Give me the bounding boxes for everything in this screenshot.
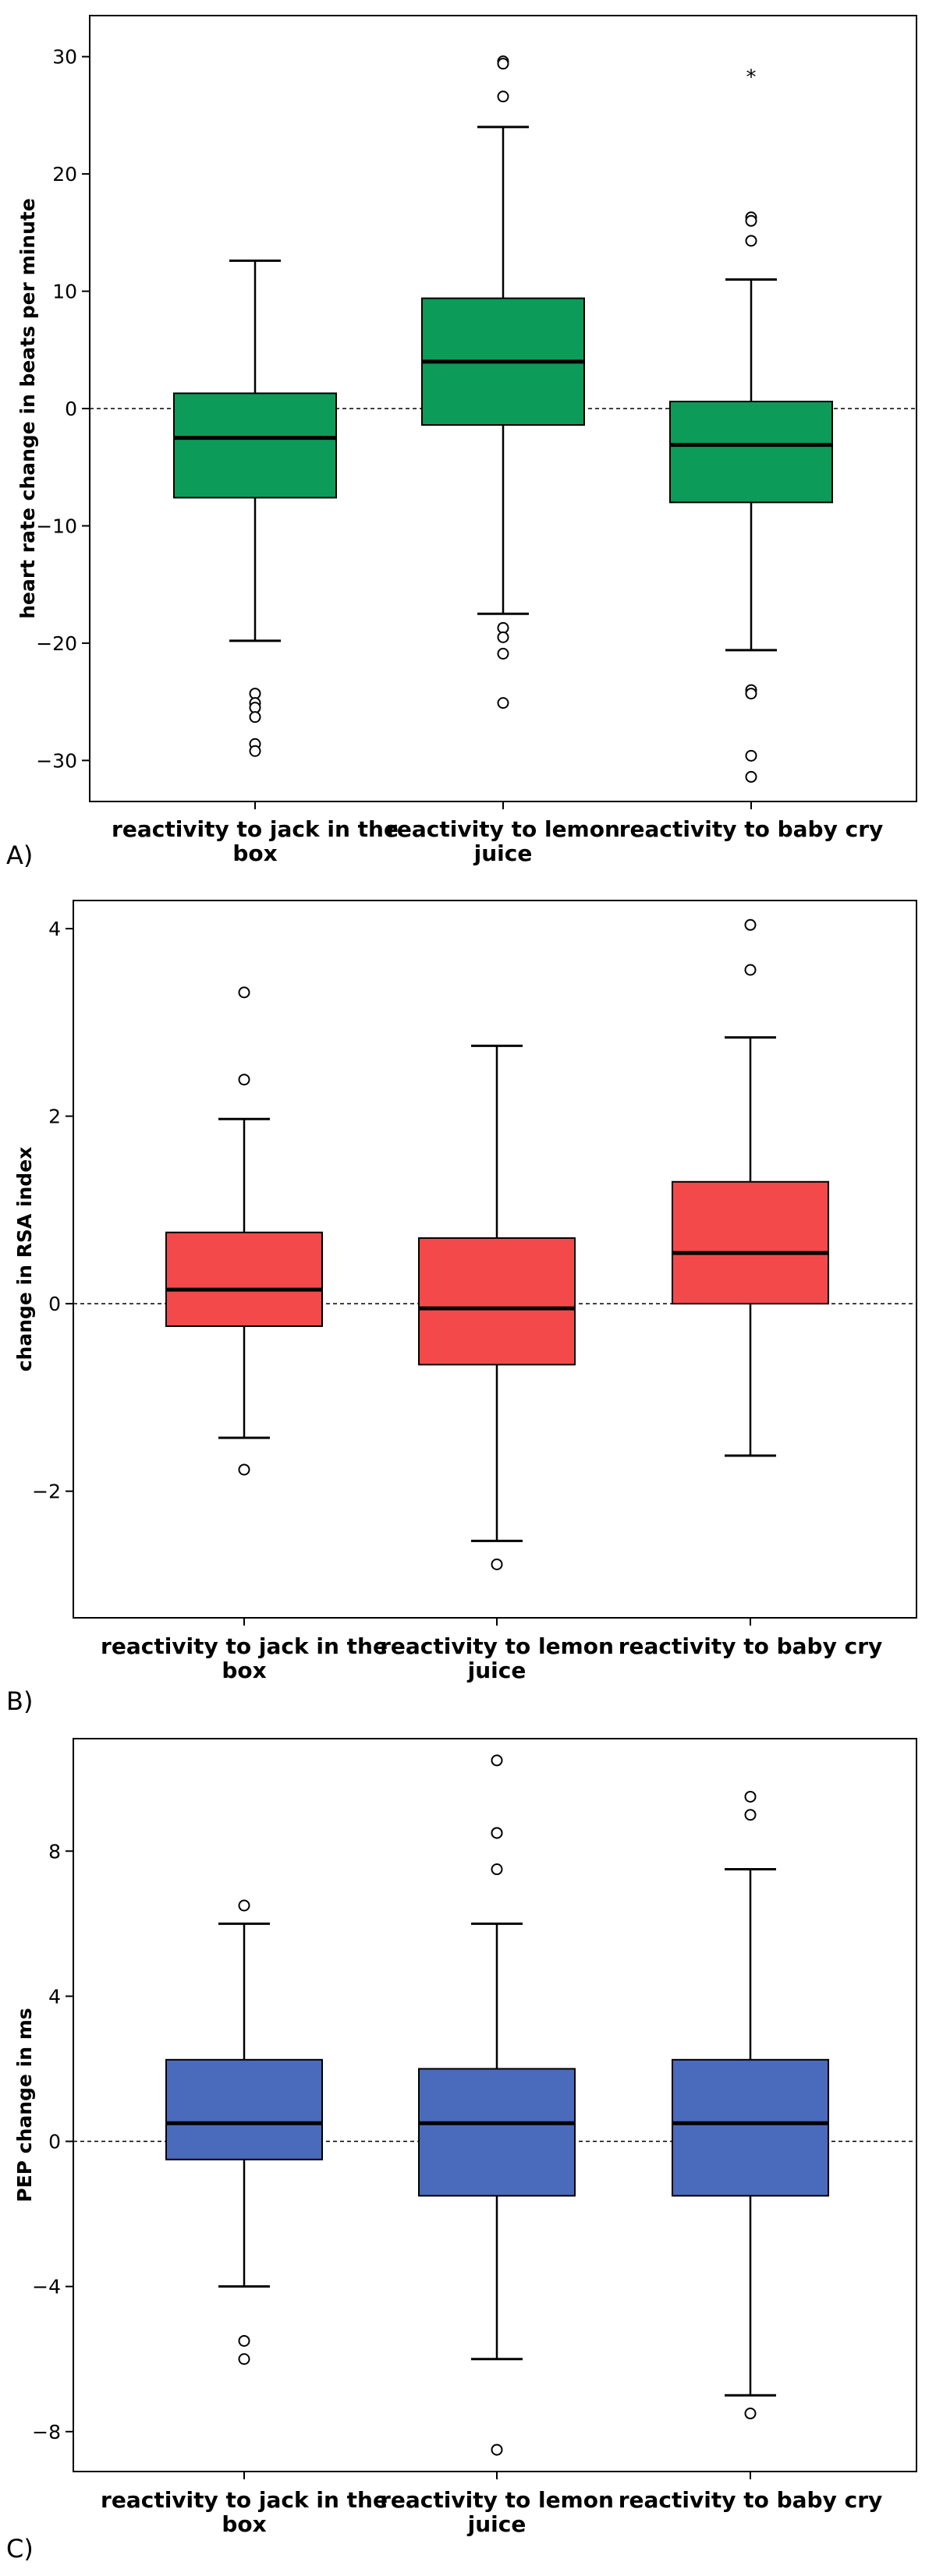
panel-b-box-3-outlier [744,964,757,976]
panel-a-y-tick-label: 10 [52,281,77,303]
panel-a-box-1-outlier [249,745,261,757]
panel-a-box-3-iqr [669,400,833,504]
panel-a-x-label-1-line1: reactivity to jack in the [112,816,399,842]
panel-a-box-2-outlier [497,90,509,103]
panel-b-box-3-iqr [672,1180,829,1305]
panel-c-box-2-outlier [491,1863,503,1876]
panel-c-y-tick-label: −4 [32,2276,61,2298]
panel-b-box-1-iqr [165,1231,323,1327]
panel-a-box-3-outlier [745,688,757,700]
panel-a-box-3-outlier [745,749,757,762]
panel-c-box-3-outlier [744,1790,757,1803]
panel-c-x-label-1-line1: reactivity to jack in the [101,2487,388,2513]
panel-b-x-label-2-line1: reactivity to lemon [380,1633,614,1659]
panel-a-box-3-outlier [745,770,757,783]
panel-a-boxes: * [173,55,833,809]
panel-b-boxes [165,918,829,1626]
panel-c-box-2-outlier [491,2443,503,2456]
panel-b-box-3-outlier [744,918,757,931]
panel-a-box-1-outlier [249,711,261,724]
panel-a-box-3-extreme-value: * [746,66,757,90]
panel-a-x-label-3-line1: reactivity to baby cry [619,816,884,842]
panel-a-y-tick-label: 20 [52,163,77,186]
panel-a-y-tick-label: −20 [36,632,77,655]
panel-a-x-label-2-line2: juice [473,840,533,866]
panel-c-box-1-outlier [238,2353,250,2365]
panel-c-box-2-iqr [418,2068,576,2197]
panel-c-x-label-2-line1: reactivity to lemon [380,2487,614,2513]
panel-b-box-2 [418,1044,576,1626]
panel-c-box-2-outlier [491,1827,503,1839]
panel-a-box-2-outlier [497,58,509,70]
panel-c-x-labels: reactivity to jack in the box reactivity… [101,2487,882,2537]
panel-c-box-3-outlier [744,1809,757,1821]
panel-a-y-tick-label: 0 [65,398,77,420]
panel-a-y-tick-label: −30 [36,749,77,772]
panel-a-x-label-1-line2: box [232,840,277,866]
panel-a-box-2 [421,55,585,809]
panel-c-box-3-outlier [744,2408,757,2420]
panel-a-y-tick-label: 30 [52,46,77,69]
panel-c-box-3 [672,1790,829,2479]
panel-c-box-3-iqr [672,2058,829,2197]
panel-c-box-1-iqr [165,2058,323,2160]
panel-c-y-tick-label: 0 [48,2131,61,2153]
panel-c-box-1-outlier [238,2334,250,2347]
panel-a-box-3: * [669,66,833,809]
panel-b-y-tick-label: 0 [48,1293,61,1315]
panel-a-box-3-outlier [745,214,757,227]
panel-c-box-1 [165,1899,323,2479]
panel-c-x-label-3-line1: reactivity to baby cry [619,2487,883,2513]
panel-b-y-tick-label: 2 [48,1106,61,1128]
panel-a-y-tick-label: −10 [36,515,77,537]
panel-b-y-tick-label: −2 [32,1481,61,1503]
panel-a-box-2-outlier [497,631,509,643]
panel-c-y-axis-label: PEP change in ms [13,2008,36,2202]
panel-c-x-label-1-line2: box [222,2511,266,2537]
panel-a-box-2-outlier [497,697,509,709]
panel-c-y-ticks: 8 4 0 −4 −8 [32,1840,73,2443]
panel-c-box-1-outlier [238,1899,250,1912]
panel-b-box-1-outlier [238,986,250,999]
panel-b-box-1-outlier [238,1074,250,1086]
panel-b-y-axis-label: change in RSA index [13,1147,36,1372]
panel-c-boxes [165,1754,829,2479]
panel-c-label: C) [6,2534,34,2564]
panel-b-x-label-2-line2: juice [467,1658,526,1683]
panel-c: PEP change in ms 8 4 0 −4 −8 reactivity to j… [6,1738,917,2564]
panel-c-box-2 [418,1754,576,2479]
panel-b-x-label-3-line1: reactivity to baby cry [619,1633,883,1659]
panel-a-label: A) [6,840,33,870]
panel-a-y-ticks: 30 20 10 0 −10 −20 −30 [36,46,90,772]
panel-b-label: B) [6,1686,33,1716]
panel-b-box-2-outlier [491,1558,503,1570]
panel-c-y-tick-label: 4 [48,1985,61,2008]
panel-b-box-3 [672,918,829,1626]
panel-c-x-label-2-line2: juice [467,2511,526,2537]
panel-a-box-3-outlier [745,235,757,247]
panel-b-box-1 [165,986,323,1626]
panel-b-y-tick-label: 4 [48,918,61,940]
panel-b: change in RSA index 4 2 0 −2 reactivity to … [6,900,917,1716]
panel-a-box-1 [173,259,337,809]
panel-b-x-label-1-line1: reactivity to jack in the [101,1633,388,1659]
panel-b-x-label-1-line2: box [222,1658,266,1683]
panel-b-box-2-iqr [418,1237,576,1366]
panel-a-x-labels: reactivity to jack in the box reactivity… [112,816,883,866]
panel-a-x-label-2-line1: reactivity to lemon [386,816,620,842]
panel-b-y-ticks: 4 2 0 −2 [32,918,73,1503]
panel-b-x-labels: reactivity to jack in the box reactivity… [101,1633,882,1683]
panel-c-y-tick-label: −8 [32,2421,61,2443]
panel-a: heart rate change in beats per minute 30… [6,15,917,870]
panel-a-y-axis-label: heart rate change in beats per minute [16,198,39,619]
panel-c-y-tick-label: 8 [48,1840,61,1863]
panel-a-box-2-outlier [497,647,509,660]
panel-a-box-1-iqr [173,392,337,499]
panel-c-box-2-outlier [491,1754,503,1767]
panel-b-box-1-outlier [238,1463,250,1476]
